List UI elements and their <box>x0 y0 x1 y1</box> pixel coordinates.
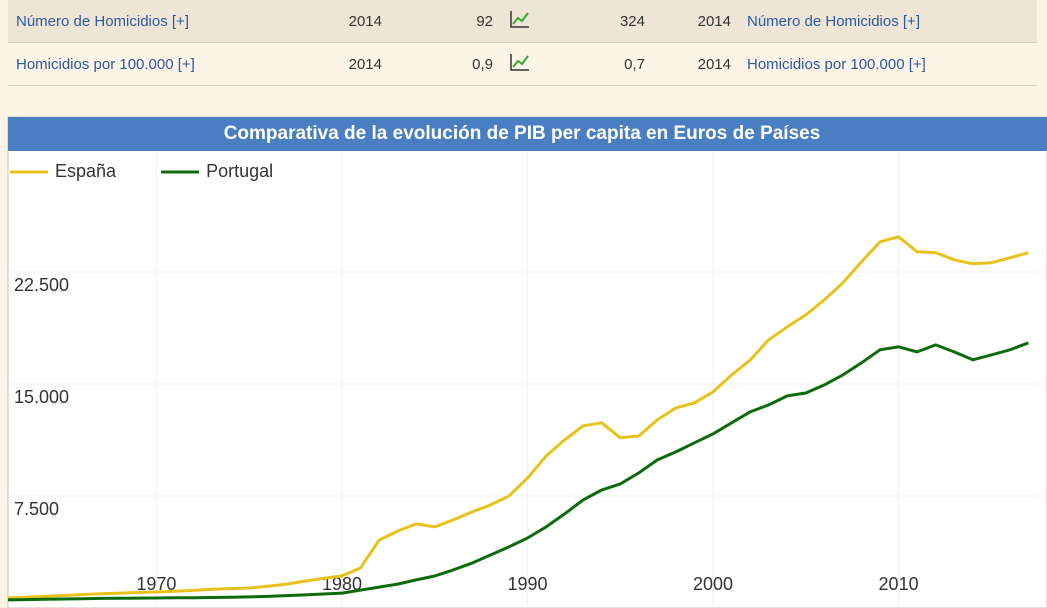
x-tick-label: 2010 <box>879 574 919 594</box>
link[interactable]: Homicidios por 100.000 [+] <box>8 42 324 86</box>
cell: 2014 <box>324 0 390 43</box>
series-line <box>7 341 1029 602</box>
series-line <box>7 235 1029 600</box>
table-row: Homicidios por 100.000 [+] 2014 0,9 0,7 … <box>8 42 1037 86</box>
link[interactable]: Homicidios por 100.000 [+] <box>739 42 1037 86</box>
y-tick-label: 15.000 <box>14 387 69 407</box>
x-tick-label: 2000 <box>693 574 733 594</box>
indicator-table: Número de Homicidios [+] 2014 92 324 201… <box>8 0 1037 86</box>
legend-label: Portugal <box>206 161 273 181</box>
chart-header <box>8 117 1047 151</box>
table-row: Número de Homicidios [+] 2014 92 324 201… <box>8 0 1037 43</box>
chart-icon[interactable] <box>501 42 547 86</box>
cell: 324 <box>547 0 653 43</box>
cell: 2014 <box>653 0 739 43</box>
link[interactable]: Número de Homicidios [+] <box>8 0 324 43</box>
legend-label: España <box>55 161 117 181</box>
chart-icon[interactable] <box>501 0 547 43</box>
cell: 2014 <box>324 42 390 86</box>
y-tick-label: 22.500 <box>14 275 69 295</box>
icon <box>510 54 529 71</box>
cell: 0,7 <box>547 42 653 86</box>
y-tick-label: 7.500 <box>14 499 59 519</box>
x-tick-label: 1990 <box>507 574 547 594</box>
chart-title: Comparativa de la evolución de PIB per c… <box>224 123 821 144</box>
cell: 92 <box>390 0 501 43</box>
icon <box>510 11 529 28</box>
cell: 0,9 <box>390 42 501 86</box>
cell: 2014 <box>653 42 739 86</box>
x-tick-label: 1970 <box>136 574 176 594</box>
link[interactable]: Número de Homicidios [+] <box>739 0 1037 43</box>
